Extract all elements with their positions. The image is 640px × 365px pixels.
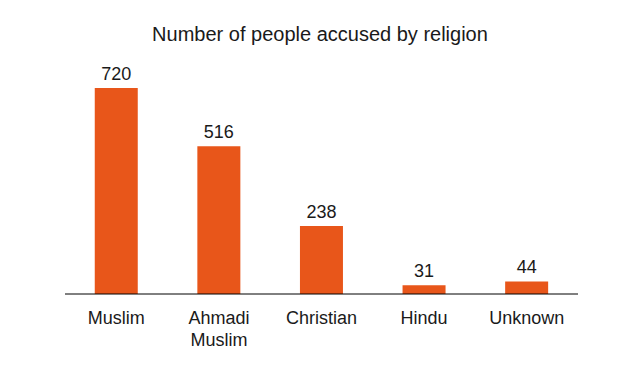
svg-text:31: 31: [414, 261, 434, 281]
svg-text:Muslim: Muslim: [88, 308, 145, 328]
html-text:Number of people accused by re: Number of people accused by religion: [152, 23, 488, 45]
svg-text:44: 44: [517, 257, 537, 277]
svg-text:AhmadiMuslim: AhmadiMuslim: [188, 308, 249, 350]
svg-text:Unknown: Unknown: [489, 308, 564, 328]
svg-text:Christian: Christian: [286, 308, 357, 328]
svg-text:238: 238: [306, 202, 336, 222]
svg-text:516: 516: [204, 122, 234, 142]
svg-text:720: 720: [101, 64, 131, 84]
svg-text:Hindu: Hindu: [401, 308, 448, 328]
